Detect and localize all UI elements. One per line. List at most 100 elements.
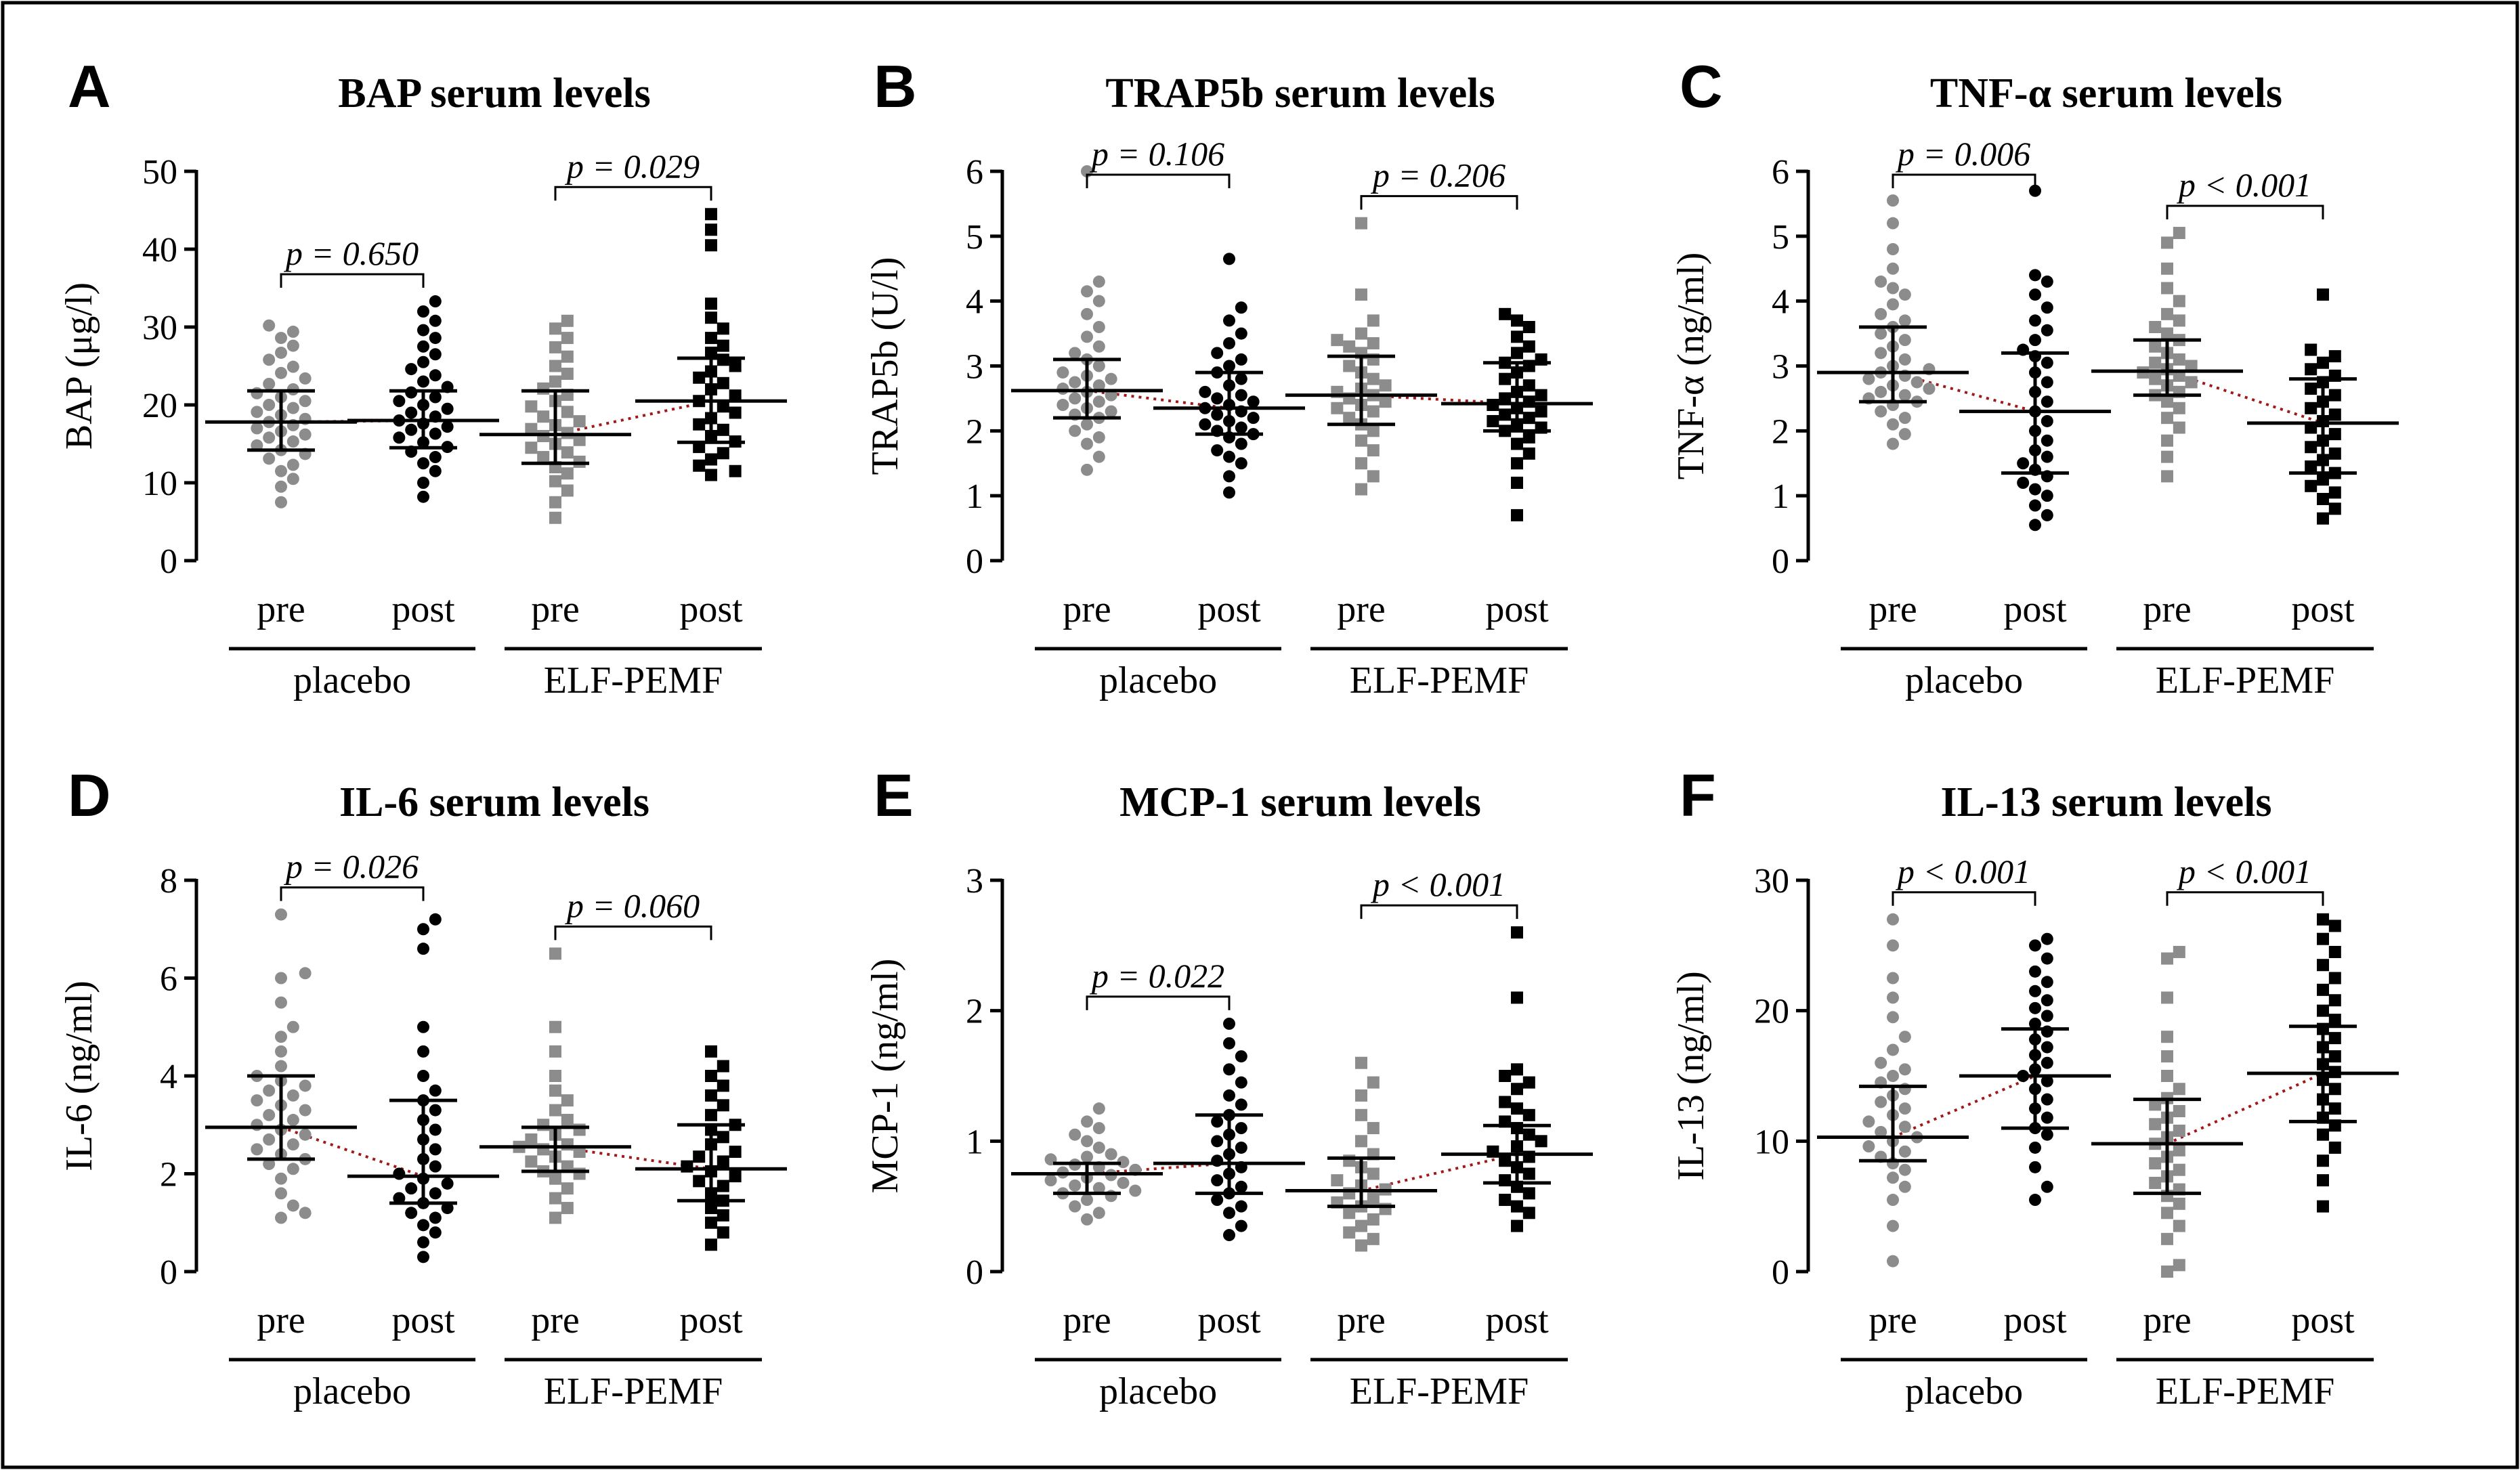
data-point — [2328, 447, 2341, 460]
data-point — [1898, 353, 1911, 366]
y-tick-label: 0 — [160, 542, 177, 581]
data-point — [1887, 282, 1899, 295]
data-point — [2161, 434, 2173, 447]
data-point — [1223, 1229, 1235, 1242]
data-point — [263, 431, 276, 444]
series-elf-pemf-pre — [2137, 227, 2198, 483]
data-point — [1211, 347, 1224, 360]
data-point — [2161, 282, 2173, 295]
data-point — [2328, 1141, 2341, 1154]
data-point — [1522, 340, 1535, 353]
data-point — [2029, 288, 2041, 301]
data-point — [693, 459, 706, 472]
data-point — [2041, 356, 2053, 369]
data-point — [1211, 1115, 1224, 1128]
panel-letter: B — [874, 53, 917, 120]
data-point — [1343, 1226, 1356, 1239]
data-point — [1211, 408, 1224, 421]
y-axis-label: TRAP5b (U/l) — [864, 257, 906, 475]
data-point — [2149, 372, 2162, 385]
data-point — [263, 399, 276, 411]
data-point — [1887, 437, 1899, 450]
data-point — [2149, 1098, 2162, 1111]
y-tick-label: 0 — [966, 1253, 983, 1292]
data-point — [2317, 1004, 2329, 1017]
data-point — [2317, 959, 2329, 972]
p-value: p = 0.022 — [1090, 957, 1224, 995]
data-point — [1535, 389, 1547, 402]
data-point — [263, 1158, 276, 1171]
data-point — [1355, 1135, 1367, 1148]
data-point — [2305, 460, 2318, 473]
category-label: pre — [257, 588, 305, 630]
data-point — [717, 447, 729, 460]
data-point — [2161, 307, 2173, 320]
data-point — [2173, 1083, 2185, 1096]
data-point — [2185, 376, 2198, 389]
data-point — [1887, 1011, 1899, 1024]
data-point — [1331, 334, 1344, 347]
data-point — [286, 402, 299, 414]
panel-letter: A — [68, 53, 111, 120]
data-point — [693, 418, 706, 431]
data-point — [1367, 1076, 1380, 1089]
data-point — [2161, 450, 2173, 463]
data-point — [561, 406, 574, 418]
data-point — [2173, 421, 2185, 434]
data-point — [2041, 434, 2053, 447]
data-point — [705, 208, 717, 221]
series-elf-pemf-post — [2305, 288, 2341, 525]
data-point — [1898, 288, 1911, 301]
data-point — [2029, 1017, 2041, 1030]
data-point — [1092, 1141, 1105, 1154]
y-tick-label: 0 — [966, 542, 983, 581]
data-point — [1367, 1213, 1380, 1226]
data-point — [717, 1209, 729, 1222]
data-point — [1235, 1200, 1247, 1213]
data-point — [525, 400, 538, 413]
data-point — [561, 350, 574, 363]
data-point — [275, 464, 287, 477]
data-point — [1355, 288, 1367, 301]
y-tick-label: 1 — [966, 477, 983, 516]
data-point — [2029, 1001, 2041, 1014]
data-point — [561, 1114, 574, 1127]
data-point — [441, 402, 454, 415]
data-point — [705, 311, 717, 324]
data-point — [1499, 392, 1512, 405]
data-point — [1875, 307, 1887, 320]
data-point — [1069, 425, 1082, 437]
category-label: pre — [531, 588, 580, 630]
data-point — [2029, 519, 2041, 532]
data-point — [1355, 327, 1367, 340]
data-point — [2149, 1157, 2162, 1170]
data-point — [549, 1211, 561, 1224]
data-point — [1211, 1174, 1224, 1187]
data-point — [1199, 385, 1212, 398]
data-point — [2041, 932, 2053, 945]
group-label: placebo — [1905, 660, 2023, 701]
data-point — [573, 1167, 586, 1180]
data-point — [1499, 372, 1512, 385]
data-point — [1211, 1194, 1224, 1207]
data-point — [1056, 383, 1069, 395]
data-point — [1522, 1076, 1535, 1089]
data-point — [1092, 450, 1105, 463]
data-point — [1898, 1163, 1911, 1176]
data-point — [2305, 402, 2318, 414]
data-point — [429, 314, 442, 327]
significance-bracket — [1086, 995, 1231, 1010]
data-point — [1223, 1089, 1235, 1102]
data-point — [286, 339, 299, 352]
data-point — [705, 332, 717, 345]
data-point — [1499, 408, 1512, 421]
data-point — [537, 410, 550, 423]
data-point — [263, 353, 276, 366]
data-point — [2317, 1154, 2329, 1167]
data-point — [1367, 1122, 1380, 1135]
data-point — [286, 325, 299, 338]
data-point — [2041, 1056, 2053, 1069]
data-point — [2041, 509, 2053, 521]
data-point — [2173, 295, 2185, 307]
